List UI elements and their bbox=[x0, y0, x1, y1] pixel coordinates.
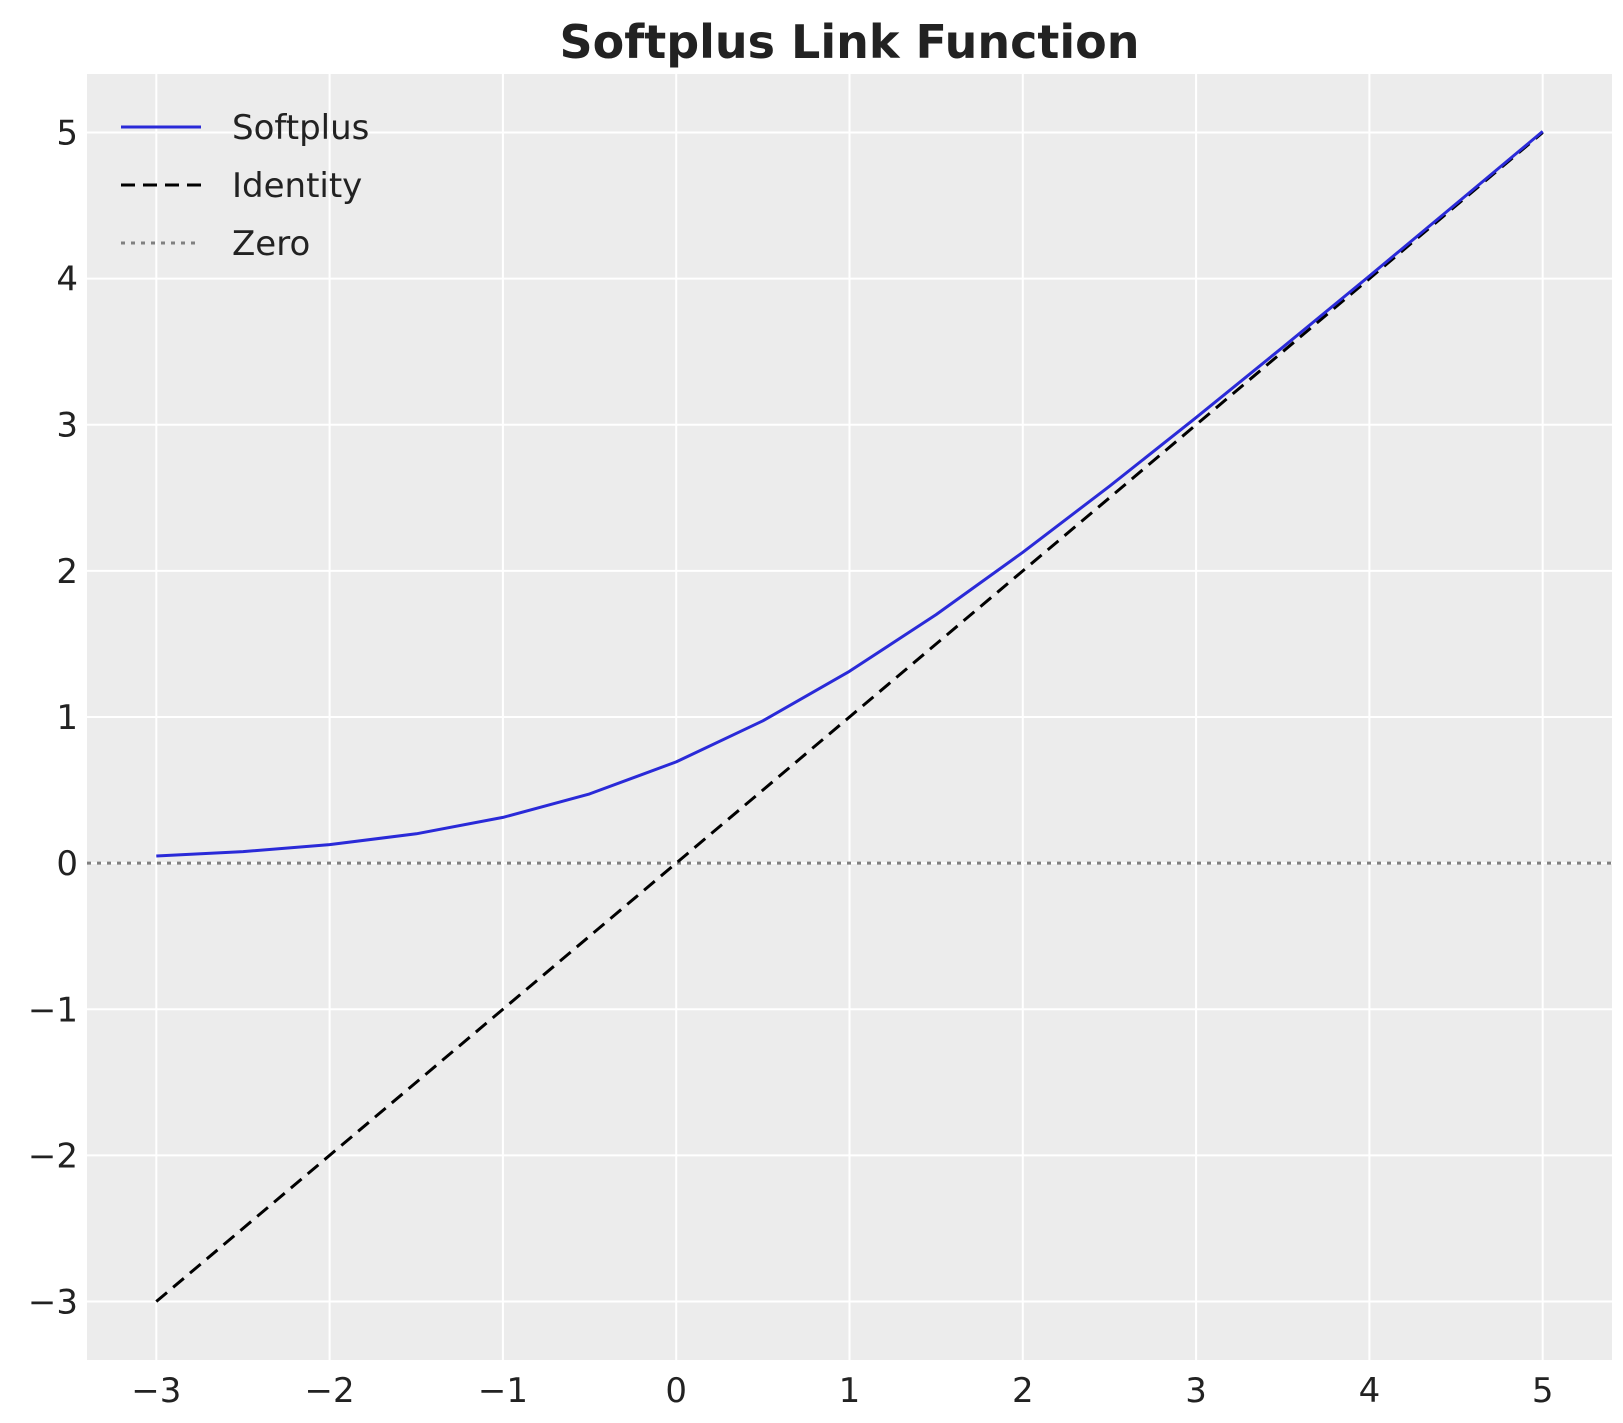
x-tick-label: −3 bbox=[131, 1371, 181, 1411]
series-lines bbox=[87, 130, 1612, 1303]
y-tick-label: 0 bbox=[56, 844, 78, 884]
y-tick-label: 3 bbox=[56, 406, 78, 446]
x-tick-label: 1 bbox=[839, 1371, 861, 1411]
x-tick-label: 5 bbox=[1532, 1371, 1554, 1411]
y-tick-label: −2 bbox=[28, 1136, 78, 1176]
y-tick-label: −1 bbox=[28, 990, 78, 1030]
x-tick-label: 3 bbox=[1185, 1371, 1207, 1411]
y-tick-label: 5 bbox=[56, 113, 78, 153]
y-tick-label: 4 bbox=[56, 260, 78, 300]
x-axis-ticks: −3 −2 −1 0 1 2 3 4 5 bbox=[131, 1371, 1553, 1411]
legend: Softplus Identity Zero bbox=[121, 108, 369, 264]
y-tick-label: 1 bbox=[56, 698, 78, 738]
x-tick-label: 2 bbox=[1012, 1371, 1034, 1411]
chart-title: Softplus Link Function bbox=[559, 15, 1139, 69]
series-line-identity bbox=[155, 131, 1544, 1303]
legend-label-softplus: Softplus bbox=[232, 108, 369, 148]
x-tick-label: 0 bbox=[665, 1371, 687, 1411]
legend-label-identity: Identity bbox=[232, 166, 362, 206]
series-line-softplus bbox=[156, 130, 1544, 858]
y-tick-label: 2 bbox=[56, 552, 78, 592]
x-tick-label: −2 bbox=[305, 1371, 355, 1411]
y-tick-label: −3 bbox=[28, 1283, 78, 1323]
y-axis-ticks: −3 −2 −1 0 1 2 3 4 5 bbox=[28, 113, 78, 1322]
x-tick-label: 4 bbox=[1359, 1371, 1381, 1411]
legend-label-zero: Zero bbox=[232, 224, 310, 264]
x-tick-label: −1 bbox=[478, 1371, 528, 1411]
